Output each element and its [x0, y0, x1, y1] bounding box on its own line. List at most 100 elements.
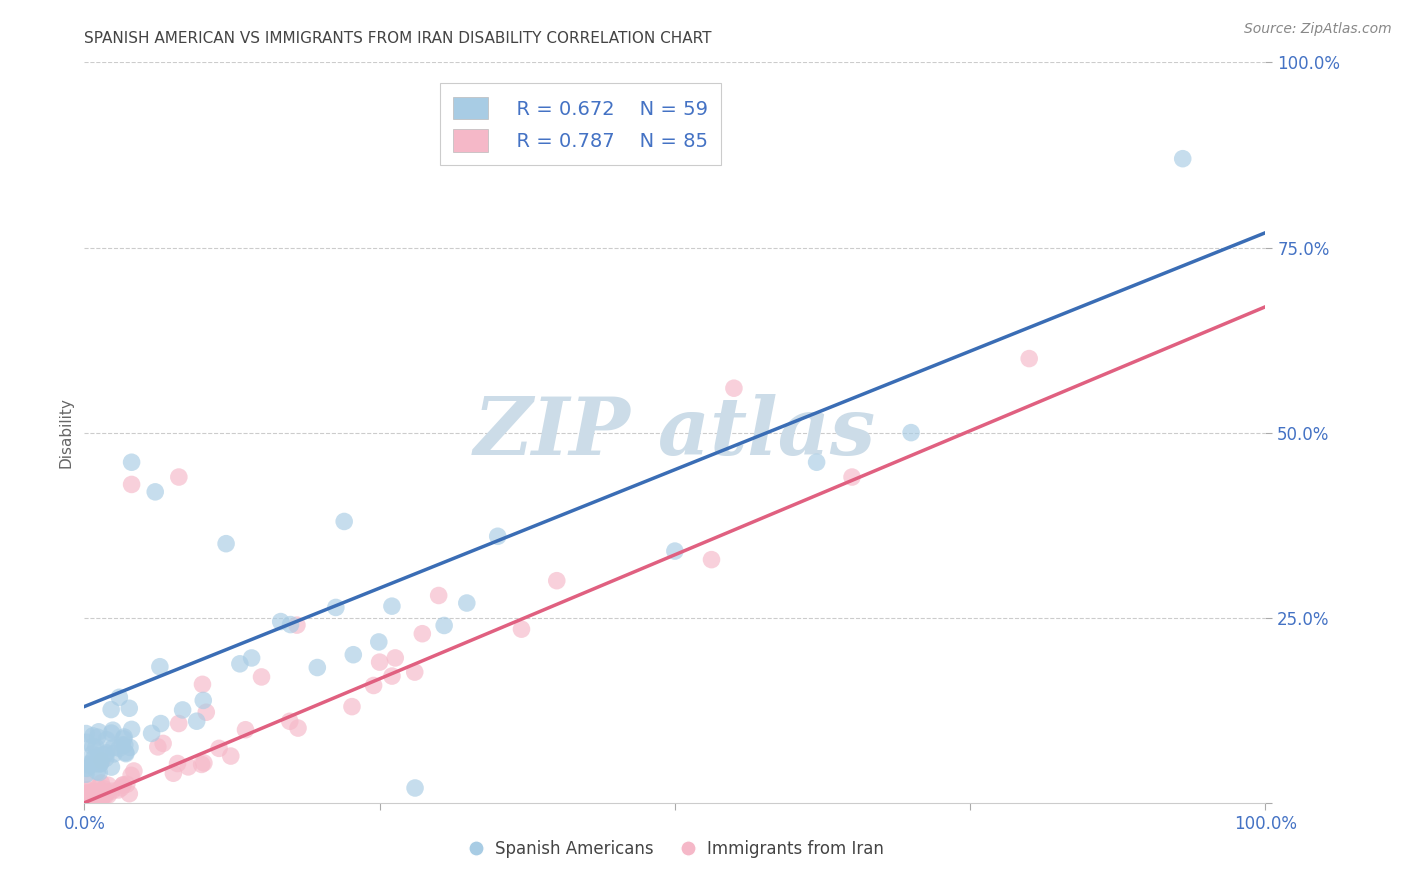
- Point: [83, 751, 105, 765]
- Point: [167, 716, 190, 731]
- Point: [191, 677, 214, 691]
- Point: [100, 726, 122, 740]
- Point: [162, 766, 184, 780]
- Point: [103, 747, 125, 761]
- Point: [111, 738, 134, 752]
- Point: [219, 749, 242, 764]
- Point: [79, 757, 101, 772]
- Point: [193, 693, 215, 707]
- Point: [75, 761, 97, 775]
- Point: [114, 738, 136, 752]
- Point: [91, 789, 114, 804]
- Point: [93, 747, 115, 762]
- Point: [100, 702, 122, 716]
- Point: [229, 657, 252, 671]
- Point: [114, 746, 136, 760]
- Point: [235, 723, 257, 737]
- Point: [96, 785, 118, 799]
- Point: [340, 699, 363, 714]
- Point: [195, 705, 218, 719]
- Point: [76, 792, 98, 806]
- Point: [76, 789, 98, 803]
- Point: [77, 794, 100, 808]
- Point: [96, 732, 118, 747]
- Point: [120, 768, 142, 782]
- Point: [87, 724, 110, 739]
- Point: [177, 760, 200, 774]
- Point: [149, 659, 172, 673]
- Point: [75, 794, 97, 808]
- Point: [83, 784, 105, 798]
- Point: [96, 746, 118, 760]
- Point: [900, 425, 922, 440]
- Point: [89, 796, 111, 810]
- Point: [363, 678, 385, 692]
- Point: [86, 764, 108, 779]
- Point: [307, 660, 329, 674]
- Point: [486, 529, 509, 543]
- Point: [115, 747, 138, 761]
- Point: [122, 764, 145, 778]
- Point: [141, 726, 163, 740]
- Point: [97, 788, 120, 802]
- Point: [84, 791, 107, 805]
- Point: [79, 793, 101, 807]
- Text: Source: ZipAtlas.com: Source: ZipAtlas.com: [1244, 22, 1392, 37]
- Point: [82, 792, 104, 806]
- Point: [287, 721, 309, 735]
- Point: [79, 790, 101, 805]
- Point: [79, 756, 101, 771]
- Point: [121, 477, 143, 491]
- Point: [80, 789, 103, 803]
- Point: [193, 756, 215, 770]
- Point: [172, 703, 194, 717]
- Point: [112, 731, 135, 746]
- Point: [367, 635, 389, 649]
- Point: [250, 670, 273, 684]
- Point: [77, 793, 100, 807]
- Point: [510, 622, 533, 636]
- Point: [108, 690, 131, 705]
- Point: [84, 740, 107, 755]
- Point: [89, 756, 111, 771]
- Point: [240, 651, 263, 665]
- Point: [77, 777, 100, 791]
- Text: SPANISH AMERICAN VS IMMIGRANTS FROM IRAN DISABILITY CORRELATION CHART: SPANISH AMERICAN VS IMMIGRANTS FROM IRAN…: [84, 31, 711, 46]
- Point: [121, 723, 143, 737]
- Point: [103, 740, 125, 755]
- Point: [278, 714, 301, 729]
- Point: [190, 757, 212, 772]
- Point: [186, 714, 208, 729]
- Point: [404, 665, 426, 679]
- Point: [368, 655, 391, 669]
- Point: [94, 751, 117, 765]
- Point: [121, 455, 143, 469]
- Point: [381, 669, 404, 683]
- Point: [97, 778, 120, 792]
- Point: [404, 780, 426, 795]
- Point: [76, 792, 98, 806]
- Point: [280, 617, 302, 632]
- Point: [76, 786, 98, 800]
- Point: [270, 615, 292, 629]
- Point: [76, 782, 98, 797]
- Point: [90, 783, 112, 797]
- Point: [456, 596, 478, 610]
- Point: [84, 788, 107, 802]
- Point: [664, 544, 686, 558]
- Point: [76, 735, 98, 749]
- Point: [208, 741, 231, 756]
- Point: [118, 701, 141, 715]
- Point: [100, 760, 122, 774]
- Point: [93, 781, 115, 796]
- Point: [167, 470, 190, 484]
- Point: [87, 748, 110, 763]
- Point: [77, 789, 100, 804]
- Point: [82, 747, 104, 761]
- Point: [83, 790, 105, 805]
- Point: [89, 789, 111, 804]
- Point: [342, 648, 364, 662]
- Point: [101, 723, 124, 738]
- Point: [112, 730, 135, 744]
- Point: [82, 786, 104, 800]
